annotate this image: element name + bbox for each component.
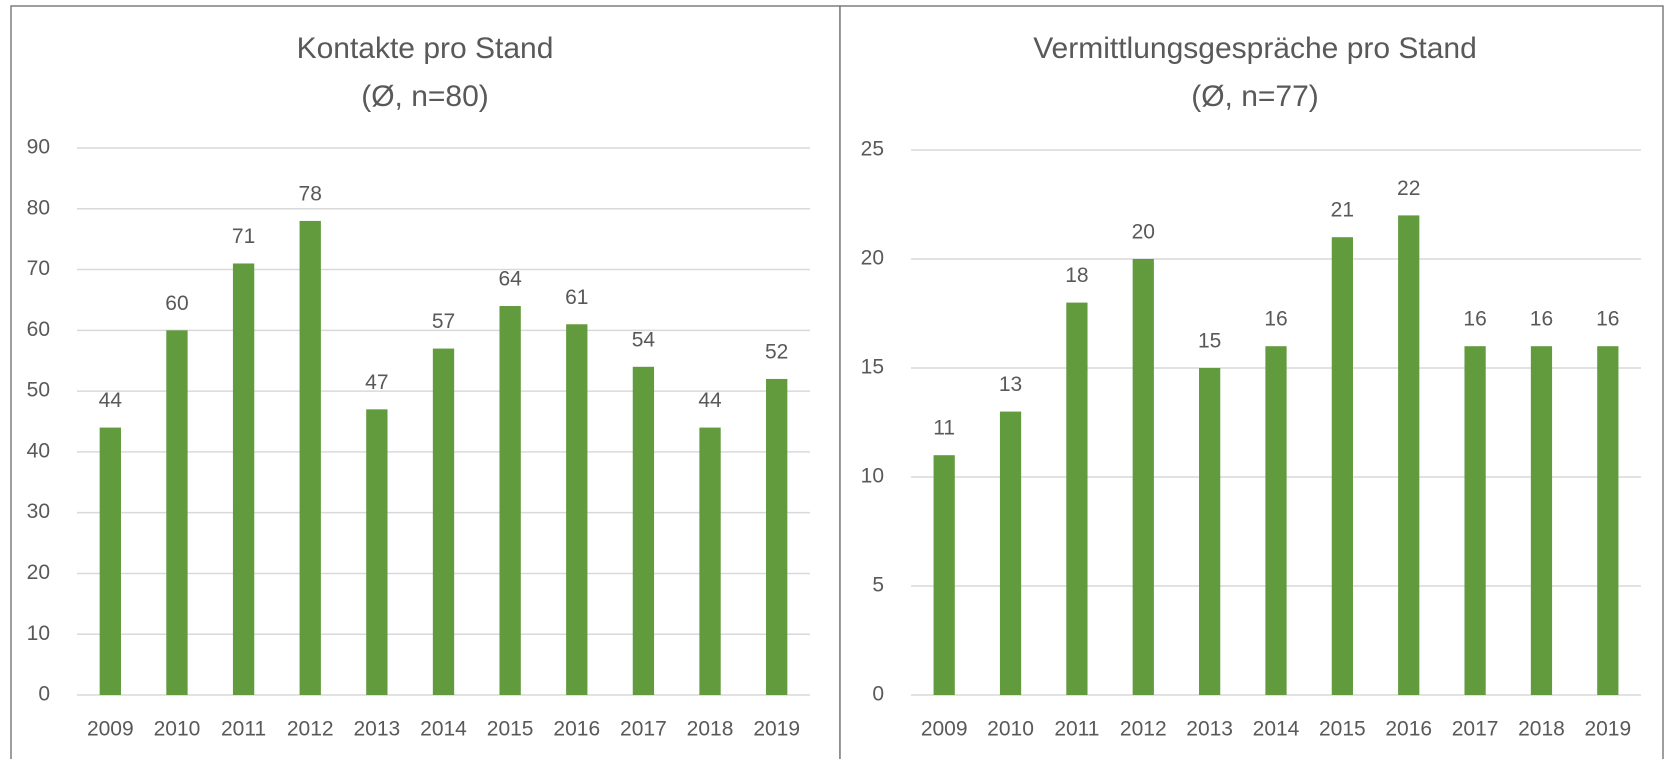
data-label: 52 [765,341,788,364]
y-tick-label: 60 [27,318,50,341]
x-tick-label: 2010 [154,718,201,741]
x-tick-label: 2019 [1584,718,1631,741]
chart-title: Vermittlungsgespräche pro Stand [1033,32,1477,65]
y-tick-label: 0 [872,683,884,706]
x-tick-label: 2016 [1385,718,1432,741]
bar [566,324,588,695]
bar [232,263,255,695]
y-tick-label: 10 [861,465,884,488]
x-tick-label: 2014 [420,718,467,741]
data-label: 11 [933,417,955,440]
y-tick-label: 30 [27,500,50,523]
data-label: 44 [698,389,722,412]
data-label: 54 [632,328,656,351]
y-tick-label: 25 [861,138,884,161]
data-label: 21 [1331,199,1354,222]
bar [632,366,655,695]
data-label: 78 [299,182,322,205]
bar [766,378,788,695]
x-tick-label: 2019 [753,718,800,741]
data-label: 15 [1198,330,1221,353]
data-label: 16 [1264,308,1287,331]
data-label: 44 [99,389,123,412]
y-tick-label: 90 [27,136,50,159]
data-label: 71 [232,225,255,248]
data-label: 16 [1463,308,1486,331]
x-tick-label: 2009 [87,718,134,741]
x-tick-label: 2018 [1518,718,1565,741]
y-tick-label: 10 [27,622,50,645]
data-label: 22 [1397,177,1420,200]
x-tick-label: 2013 [354,718,401,741]
bar [1265,346,1287,695]
data-label: 13 [999,373,1022,396]
x-tick-label: 2011 [221,718,266,741]
data-label: 16 [1596,308,1619,331]
data-label: 64 [498,268,522,291]
bar [1398,215,1420,695]
x-tick-label: 2010 [987,718,1034,741]
bar [999,411,1022,695]
x-tick-label: 2018 [687,718,734,741]
x-tick-label: 2017 [1452,718,1499,741]
chart-title: (Ø, n=77) [1191,80,1319,113]
bar [499,306,521,695]
bar [366,409,388,695]
bar [1464,346,1486,695]
data-label: 47 [365,371,388,394]
x-tick-label: 2015 [1319,718,1366,741]
bar [432,348,455,695]
data-label: 60 [165,292,188,315]
x-tick-label: 2014 [1253,718,1300,741]
y-tick-label: 15 [861,356,884,379]
bar [99,427,121,695]
y-tick-label: 5 [872,574,884,597]
y-tick-label: 50 [27,379,50,402]
bar [1132,259,1154,695]
data-label: 61 [565,286,588,309]
bar [1597,346,1619,695]
x-tick-label: 2012 [287,718,334,741]
x-tick-label: 2017 [620,718,667,741]
data-label: 20 [1132,221,1155,244]
y-tick-label: 70 [27,257,50,280]
y-tick-label: 0 [38,683,50,706]
panel-frame [839,5,1664,764]
chart-title: (Ø, n=80) [361,80,489,113]
bar [299,220,321,695]
bar [1331,237,1353,695]
y-tick-label: 20 [861,247,884,270]
bar [1066,302,1088,695]
bar [166,330,188,695]
bar [1199,368,1221,695]
x-tick-label: 2016 [553,718,600,741]
x-tick-label: 2012 [1120,718,1167,741]
x-tick-label: 2011 [1054,718,1099,741]
x-tick-label: 2013 [1186,718,1233,741]
data-label: 18 [1065,264,1088,287]
bar [1530,346,1553,695]
bar [699,427,721,695]
bar [933,455,955,695]
y-tick-label: 40 [27,439,50,462]
y-tick-label: 20 [27,561,50,584]
data-label: 16 [1530,308,1553,331]
x-tick-label: 2009 [921,718,968,741]
data-label: 57 [432,310,455,333]
chart-title: Kontakte pro Stand [297,32,554,65]
x-tick-label: 2015 [487,718,534,741]
y-tick-label: 80 [27,196,50,219]
